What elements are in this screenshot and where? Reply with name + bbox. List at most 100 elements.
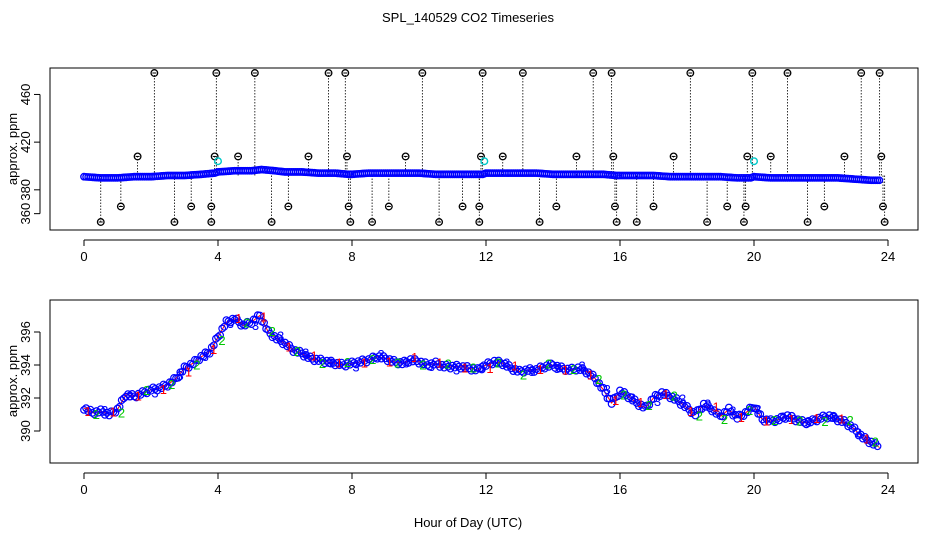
series-digit-mark: 2: [671, 388, 678, 403]
series-digit-mark: 1: [160, 382, 167, 397]
series-point: [496, 359, 505, 367]
series-digit-mark: 2: [344, 355, 351, 370]
outlier-point: [475, 202, 484, 211]
x-axis-title: Hour of Day (UTC): [414, 515, 522, 530]
outlier-point: [552, 202, 561, 211]
series-point: [856, 430, 865, 439]
series-digit-mark: 2: [821, 414, 828, 429]
series-digit-mark: 1: [361, 356, 368, 371]
series-digit-mark: 3: [528, 364, 535, 379]
outlier-point: [435, 218, 444, 226]
outlier-point: [783, 69, 792, 77]
series-digit-mark: 3: [403, 355, 410, 370]
y-tick-label: 420: [18, 131, 33, 153]
series-digit-mark: 1: [863, 432, 870, 447]
x-tick-label: 16: [613, 249, 627, 264]
outlier-point: [877, 152, 886, 161]
outlier-point: [820, 202, 829, 211]
series-digit-mark: 1: [612, 393, 619, 408]
outlier-point: [267, 218, 276, 226]
series-digit-mark: 1: [788, 412, 795, 427]
series-digit-mark: 2: [93, 407, 100, 422]
x-tick-label: 8: [348, 249, 355, 264]
series-point: [590, 374, 599, 383]
series-digit-mark: 3: [428, 359, 435, 374]
series-point: [503, 362, 511, 371]
series-digit-mark: 2: [796, 413, 803, 428]
series-point: [413, 357, 421, 366]
series-digit-mark: 1: [411, 350, 418, 365]
outlier-point: [723, 202, 732, 211]
x-tick-label: 24: [881, 249, 895, 264]
series-digit-mark: 1: [738, 410, 745, 425]
outlier-point: [478, 69, 487, 77]
outlier-point: [498, 152, 507, 161]
outlier-point: [880, 218, 889, 226]
outlier-point: [384, 202, 393, 211]
series-digit-mark: 2: [620, 387, 627, 402]
series-digit-mark: 2: [168, 377, 175, 392]
outlier-point: [840, 152, 849, 161]
series-digit-mark: 3: [453, 363, 460, 378]
series-digit-mark: 1: [461, 361, 468, 376]
series-point: [655, 392, 664, 401]
outlier-point: [609, 152, 618, 161]
outlier-point: [341, 69, 350, 77]
series-point: [850, 423, 859, 432]
series-digit-mark: 3: [378, 347, 385, 362]
series-point: [205, 349, 214, 358]
series-digit-mark: 3: [679, 391, 686, 406]
series-digit-mark: 3: [604, 382, 611, 397]
outlier-point: [703, 218, 712, 226]
series-digit-mark: 2: [595, 372, 602, 387]
series-point: [555, 364, 564, 373]
series-line: [83, 314, 880, 448]
x-tick-label: 0: [80, 482, 87, 497]
series-point: [743, 408, 752, 417]
flagged-point: [213, 157, 222, 166]
series-digit-mark: 1: [436, 355, 443, 370]
outlier-point: [116, 202, 125, 211]
series-digit-mark: 3: [478, 360, 485, 375]
series-point: [701, 402, 710, 411]
outlier-stems: [100, 73, 886, 222]
x-axis: 0 4 8 12 16 20 24: [80, 472, 895, 497]
series-point: [739, 412, 748, 420]
series-point: [827, 414, 836, 422]
series-point: [207, 343, 216, 351]
series-digit-mark: 1: [210, 342, 217, 357]
series-digit-mark: 1: [813, 411, 820, 426]
series-digit-mark: 1: [587, 368, 594, 383]
series-digit-mark: 1: [662, 387, 669, 402]
series-point: [293, 348, 302, 357]
y-axis-title: approx. ppm: [5, 345, 20, 417]
outlier-point: [368, 218, 377, 226]
series-point: [379, 352, 388, 360]
outlier-point: [589, 69, 598, 77]
series-digit-mark: 1: [512, 358, 519, 373]
series-point: [168, 378, 176, 387]
series-digit-mark: 3: [704, 397, 711, 412]
co2-timeseries-panel: 0 4 8 12 16 20 24 360 380 420 460 approx. ppm: [5, 67, 919, 264]
series-digit-mark: 2: [872, 435, 879, 450]
series-digit-mark: 3: [553, 361, 560, 376]
series-digit-mark: 2: [394, 356, 401, 371]
series-digit-mark: 1: [84, 404, 91, 419]
x-tick-label: 4: [214, 249, 221, 264]
series-digit-mark: 1: [135, 388, 142, 403]
series-point: [858, 434, 867, 443]
outlier-point: [632, 218, 641, 226]
series-digit-mark: 1: [486, 361, 493, 376]
series-digit-mark: 1: [285, 340, 292, 355]
y-tick-label: 360: [18, 203, 33, 225]
series-point: [404, 358, 413, 367]
x-axis: 0 4 8 12 16 20 24: [80, 239, 895, 264]
outlier-point: [234, 152, 243, 161]
series-point: [722, 408, 731, 417]
outlier-point: [803, 218, 812, 226]
outlier-point: [133, 152, 142, 161]
x-tick-label: 20: [747, 482, 761, 497]
x-tick-label: 8: [348, 482, 355, 497]
series-digit-mark: 2: [721, 412, 728, 427]
